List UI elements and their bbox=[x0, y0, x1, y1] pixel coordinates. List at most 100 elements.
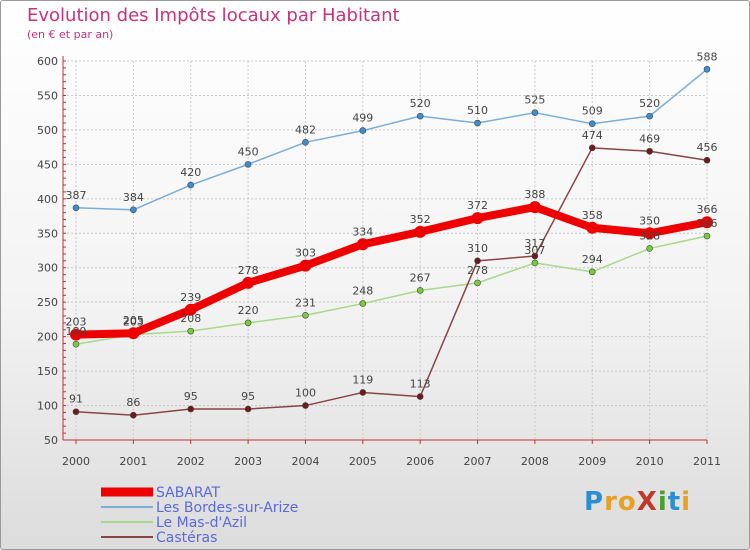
data-point bbox=[643, 227, 656, 240]
data-label: 525 bbox=[524, 94, 545, 107]
data-point bbox=[588, 120, 596, 128]
y-tick-label: 250 bbox=[37, 296, 58, 309]
data-point bbox=[359, 389, 367, 396]
y-tick-label: 150 bbox=[37, 365, 58, 378]
legend-label: Castéras bbox=[156, 530, 217, 546]
data-point bbox=[244, 161, 252, 168]
data-label: 358 bbox=[582, 209, 603, 222]
data-point bbox=[646, 147, 653, 155]
data-label: 95 bbox=[241, 390, 255, 403]
data-point bbox=[474, 119, 481, 127]
data-point bbox=[242, 276, 255, 289]
data-label: 239 bbox=[180, 291, 201, 304]
data-point bbox=[703, 232, 711, 240]
data-point bbox=[474, 279, 481, 287]
chart-title: Evolution des Impôts locaux par Habitant bbox=[27, 5, 400, 26]
data-point bbox=[70, 328, 82, 341]
data-point bbox=[130, 206, 137, 214]
data-point bbox=[646, 245, 653, 252]
data-label: 208 bbox=[180, 312, 201, 325]
data-label: 520 bbox=[639, 97, 660, 110]
data-label: 113 bbox=[410, 378, 431, 391]
series-line bbox=[75, 235, 708, 345]
y-tick-label: 450 bbox=[37, 158, 58, 171]
data-point bbox=[302, 402, 309, 409]
data-point bbox=[646, 112, 653, 120]
data-point bbox=[416, 393, 424, 400]
x-tick-label: 2003 bbox=[234, 455, 262, 468]
y-tick-label: 600 bbox=[37, 55, 58, 68]
series bbox=[70, 65, 713, 419]
data-point bbox=[703, 65, 711, 73]
proxiti-logo: ProXiti bbox=[584, 487, 692, 517]
data-point bbox=[588, 268, 596, 276]
data-label: 346 bbox=[697, 217, 718, 230]
data-point bbox=[528, 201, 541, 214]
data-label: 205 bbox=[123, 314, 144, 327]
legend-label: Les Bordes-sur-Arize bbox=[156, 500, 298, 516]
x-tick-label: 2000 bbox=[62, 455, 90, 468]
data-label: 520 bbox=[410, 97, 431, 110]
data-label: 294 bbox=[582, 253, 603, 266]
data-label: 310 bbox=[467, 242, 488, 255]
data-point bbox=[302, 311, 309, 319]
axes: 50 100 150 200 250 300 350 400 450 500 550 600 2000 2… bbox=[37, 55, 721, 468]
data-point bbox=[72, 408, 80, 416]
data-label: 303 bbox=[295, 247, 316, 260]
data-label: 352 bbox=[410, 213, 431, 226]
data-label: 100 bbox=[295, 387, 316, 400]
data-point bbox=[531, 109, 539, 116]
y-tick-label: 400 bbox=[37, 193, 58, 206]
series-line bbox=[75, 68, 708, 211]
data-label: 420 bbox=[180, 166, 201, 179]
data-point bbox=[474, 257, 481, 265]
data-point bbox=[416, 112, 424, 120]
data-point bbox=[72, 204, 80, 212]
data-label: 231 bbox=[295, 296, 316, 309]
data-label: 372 bbox=[467, 199, 488, 212]
data-point bbox=[302, 139, 309, 146]
data-label: 307 bbox=[524, 244, 545, 257]
legend-label: SABARAT bbox=[156, 485, 221, 501]
x-tick-label: 2008 bbox=[521, 455, 549, 468]
data-point bbox=[359, 300, 367, 307]
y-tick-label: 50 bbox=[44, 434, 58, 447]
x-tick-label: 2001 bbox=[119, 455, 147, 468]
data-label: 248 bbox=[352, 285, 373, 298]
data-label: 482 bbox=[295, 123, 316, 136]
series-line bbox=[75, 203, 708, 339]
x-tick-label: 2005 bbox=[349, 455, 377, 468]
x-tick-label: 2007 bbox=[464, 455, 492, 468]
x-tick-label: 2011 bbox=[693, 455, 721, 468]
data-point bbox=[356, 238, 369, 251]
data-label: 469 bbox=[639, 132, 660, 145]
grid bbox=[63, 60, 708, 441]
data-label: 334 bbox=[352, 225, 373, 238]
data-label: 509 bbox=[582, 105, 603, 118]
data-label: 350 bbox=[639, 214, 660, 227]
data-point bbox=[187, 181, 195, 189]
data-label: 203 bbox=[66, 316, 87, 329]
data-point bbox=[414, 225, 427, 238]
y-tick-label: 200 bbox=[37, 331, 58, 344]
data-label: 499 bbox=[352, 112, 373, 125]
data-label: 278 bbox=[467, 264, 488, 277]
data-point bbox=[586, 221, 599, 234]
data-label: 456 bbox=[697, 141, 718, 154]
series-line bbox=[75, 147, 708, 416]
data-label: 366 bbox=[697, 203, 718, 216]
data-label: 328 bbox=[639, 229, 660, 242]
x-tick-label: 2004 bbox=[291, 455, 319, 468]
data-point bbox=[531, 259, 539, 267]
data-point bbox=[588, 144, 596, 152]
data-point bbox=[359, 127, 367, 134]
data-point bbox=[244, 319, 252, 327]
y-tick-label: 550 bbox=[37, 89, 58, 102]
data-label: 474 bbox=[582, 129, 603, 142]
data-label: 203 bbox=[123, 316, 144, 329]
x-tick-label: 2010 bbox=[636, 455, 664, 468]
y-tick-label: 350 bbox=[37, 227, 58, 240]
